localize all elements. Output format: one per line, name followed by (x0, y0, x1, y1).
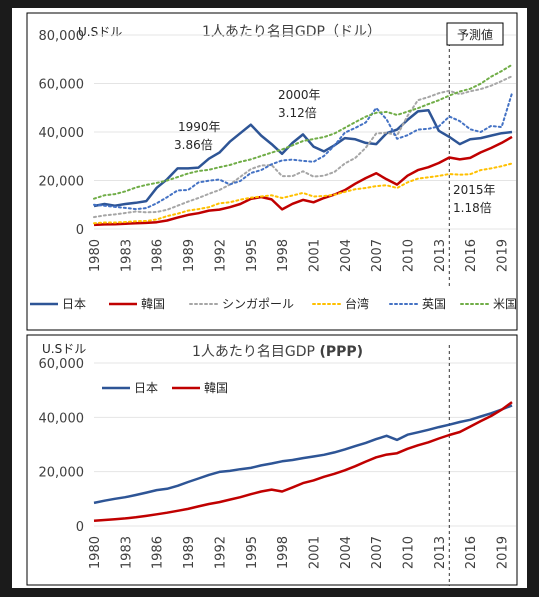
bottom-gridlines (94, 362, 516, 527)
t-series-5-line (93, 63, 513, 200)
figure: U.Sドル 1人あたり名目GDP（ドル） 0 20,000 40,000 60,000… (12, 8, 527, 588)
charts-canvas: U.Sドル 1人あたり名目GDP（ドル） 0 20,000 40,000 60,000… (26, 12, 518, 586)
annotation-2000-year: 2000年 (278, 88, 321, 102)
x-tick-label: 1986 (151, 239, 166, 272)
legend-label: 韓国 (141, 297, 165, 311)
y-tick-label: 60,000 (39, 78, 85, 93)
x-tick-label: 2001 (307, 536, 322, 569)
bottom-chart-title: 1人あたり名目GDP (PPP) (192, 344, 363, 360)
bottom-chart-title-main: 1人あたり名目GDP (192, 344, 315, 360)
x-tick-label: 2013 (433, 536, 448, 569)
top-chart-unit: U.Sドル (78, 25, 122, 39)
x-tick-label: 1983 (119, 536, 134, 569)
y-tick-label: 0 (76, 520, 84, 535)
y-tick-label: 40,000 (39, 411, 85, 426)
top-chart-title: 1人あたり名目GDP（ドル） (202, 24, 381, 40)
x-tick-label: 1989 (182, 536, 197, 569)
top-chart: U.Sドル 1人あたり名目GDP（ドル） 0 20,000 40,000 60,000… (26, 12, 518, 331)
top-x-axis-ticks: 1980 1983 1986 1989 1992 1995 1998 2001 2004 2007… (88, 239, 511, 272)
legend-label: シンガポール (222, 297, 294, 311)
top-chart-border (26, 12, 518, 331)
annotation-2000-ratio: 3.12倍 (278, 105, 317, 120)
x-tick-label: 1992 (213, 536, 228, 569)
t-series-2-line (93, 75, 513, 219)
annotation-1990-year: 1990年 (178, 120, 221, 134)
y-tick-label: 20,000 (39, 175, 85, 190)
x-tick-label: 2010 (402, 239, 417, 272)
x-tick-label: 2016 (464, 536, 479, 569)
annotation-1990-ratio: 3.86倍 (174, 137, 213, 152)
y-tick-label: 80,000 (39, 29, 85, 44)
bottom-chart-title-suffix: (PPP) (319, 344, 363, 360)
x-tick-label: 1995 (245, 239, 260, 272)
legend-label: 米国 (493, 297, 517, 311)
x-tick-label: 2010 (402, 536, 417, 569)
legend-label: 日本 (134, 381, 158, 395)
y-tick-label: 60,000 (39, 357, 85, 372)
x-tick-label: 1986 (151, 536, 166, 569)
b-series-0-line (93, 404, 513, 505)
x-tick-label: 2019 (496, 239, 511, 272)
x-tick-label: 2007 (370, 239, 385, 272)
y-tick-label: 0 (76, 223, 84, 238)
t-series-4-line (93, 92, 513, 211)
x-tick-label: 2007 (370, 536, 385, 569)
b-series-1-line (93, 401, 513, 523)
top-series-lines (93, 63, 513, 227)
bottom-series-lines (93, 401, 513, 523)
legend-label: 英国 (422, 297, 446, 311)
forecast-label: 予測値 (457, 27, 493, 42)
x-tick-label: 2004 (339, 536, 354, 569)
x-tick-label: 1995 (245, 536, 260, 569)
x-tick-label: 2019 (496, 536, 511, 569)
legend-label: 韓国 (204, 381, 228, 395)
forecast-label-box (446, 22, 504, 46)
x-tick-label: 1998 (276, 239, 291, 272)
bottom-y-axis-ticks: 0 20,000 40,000 60,000 (39, 357, 85, 535)
bottom-chart-border (26, 334, 518, 586)
y-tick-label: 20,000 (39, 466, 85, 481)
top-y-axis-ticks: 0 20,000 40,000 60,000 80,000 (39, 29, 85, 238)
x-tick-label: 2016 (464, 239, 479, 272)
top-legend: 日本 韓国 シンガポール 台湾 英国 米国 (30, 296, 517, 311)
x-tick-label: 2004 (339, 239, 354, 272)
annotations: 1990年 3.86倍 2000年 3.12倍 2015年 1.18倍 (174, 88, 496, 215)
x-tick-label: 1998 (276, 536, 291, 569)
y-tick-label: 40,000 (39, 126, 85, 141)
bottom-legend: 日本 韓国 (102, 381, 228, 395)
x-tick-label: 1983 (119, 239, 134, 272)
bottom-chart-unit: U.Sドル (42, 342, 86, 356)
legend-label: 台湾 (345, 296, 369, 311)
x-tick-label: 2013 (433, 239, 448, 272)
annotation-2015-ratio: 1.18倍 (453, 200, 492, 215)
annotation-2015-year: 2015年 (453, 183, 496, 197)
x-tick-label: 1989 (182, 239, 197, 272)
t-series-1-line (93, 135, 513, 227)
bottom-x-axis-ticks: 1980 1983 1986 1989 1992 1995 1998 2001 2004 2007… (88, 536, 511, 569)
bottom-chart: U.Sドル 1人あたり名目GDP (PPP) 0 20,000 40,000 60,0… (26, 334, 518, 586)
t-series-3-line (93, 162, 513, 225)
x-tick-label: 2001 (307, 239, 322, 272)
legend-label: 日本 (62, 297, 86, 311)
x-tick-label: 1992 (213, 239, 228, 272)
x-tick-label: 1980 (88, 536, 103, 569)
x-tick-label: 1980 (88, 239, 103, 272)
